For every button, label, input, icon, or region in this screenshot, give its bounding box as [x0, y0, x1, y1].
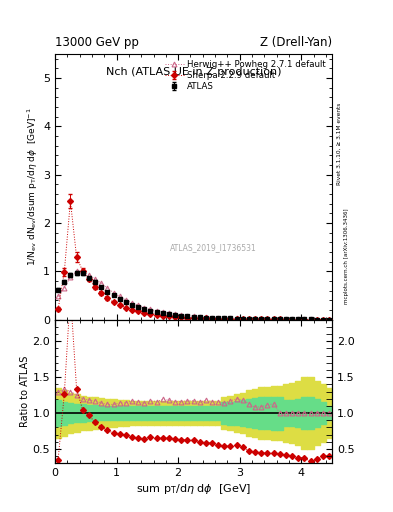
Herwig++ Powheg 2.7.1 default	[68, 274, 73, 280]
Herwig++ Powheg 2.7.1 default	[160, 309, 165, 315]
Herwig++ Powheg 2.7.1 default	[56, 293, 61, 300]
Herwig++ Powheg 2.7.1 default	[314, 316, 319, 323]
Y-axis label: 1/N$_{\mathrm{ev}}$ dN$_{\mathrm{ev}}$/dsum p$_{\mathrm{T}}$/d$\eta$ d$\phi$  [G: 1/N$_{\mathrm{ev}}$ dN$_{\mathrm{ev}}$/d…	[26, 108, 40, 266]
Herwig++ Powheg 2.7.1 default	[81, 268, 85, 274]
Herwig++ Powheg 2.7.1 default	[253, 316, 257, 322]
Herwig++ Powheg 2.7.1 default	[167, 310, 171, 316]
Text: Rivet 3.1.10, ≥ 3.1M events: Rivet 3.1.10, ≥ 3.1M events	[337, 102, 342, 184]
Herwig++ Powheg 2.7.1 default	[210, 314, 215, 321]
Y-axis label: Ratio to ATLAS: Ratio to ATLAS	[20, 356, 29, 427]
Herwig++ Powheg 2.7.1 default	[247, 316, 252, 322]
Text: mcplots.cern.ch [arXiv:1306.3436]: mcplots.cern.ch [arXiv:1306.3436]	[344, 208, 349, 304]
Herwig++ Powheg 2.7.1 default	[148, 306, 153, 312]
Herwig++ Powheg 2.7.1 default	[179, 312, 184, 318]
Herwig++ Powheg 2.7.1 default	[241, 315, 245, 322]
Herwig++ Powheg 2.7.1 default	[191, 313, 196, 319]
Herwig++ Powheg 2.7.1 default	[99, 280, 104, 286]
Herwig++ Powheg 2.7.1 default	[123, 297, 128, 303]
X-axis label: sum p$_{\mathrm{T}}$/d$\eta$ d$\phi$  [GeV]: sum p$_{\mathrm{T}}$/d$\eta$ d$\phi$ [Ge…	[136, 482, 251, 497]
Herwig++ Powheg 2.7.1 default	[308, 316, 313, 323]
Line: Herwig++ Powheg 2.7.1 default: Herwig++ Powheg 2.7.1 default	[56, 269, 331, 322]
Herwig++ Powheg 2.7.1 default	[271, 316, 276, 322]
Herwig++ Powheg 2.7.1 default	[296, 316, 301, 323]
Herwig++ Powheg 2.7.1 default	[277, 316, 282, 323]
Herwig++ Powheg 2.7.1 default	[105, 285, 110, 291]
Herwig++ Powheg 2.7.1 default	[142, 305, 147, 311]
Herwig++ Powheg 2.7.1 default	[136, 302, 141, 308]
Herwig++ Powheg 2.7.1 default	[327, 316, 331, 323]
Herwig++ Powheg 2.7.1 default	[62, 285, 67, 291]
Herwig++ Powheg 2.7.1 default	[283, 316, 288, 323]
Herwig++ Powheg 2.7.1 default	[197, 314, 202, 320]
Herwig++ Powheg 2.7.1 default	[185, 313, 190, 319]
Herwig++ Powheg 2.7.1 default	[228, 315, 233, 322]
Text: ATLAS_2019_I1736531: ATLAS_2019_I1736531	[169, 243, 256, 252]
Herwig++ Powheg 2.7.1 default	[302, 316, 307, 323]
Herwig++ Powheg 2.7.1 default	[93, 276, 97, 282]
Herwig++ Powheg 2.7.1 default	[259, 316, 264, 322]
Herwig++ Powheg 2.7.1 default	[234, 315, 239, 322]
Text: Z (Drell-Yan): Z (Drell-Yan)	[260, 36, 332, 49]
Herwig++ Powheg 2.7.1 default	[216, 315, 220, 321]
Herwig++ Powheg 2.7.1 default	[86, 271, 91, 278]
Text: Nch (ATLAS UE in Z production): Nch (ATLAS UE in Z production)	[106, 67, 281, 77]
Herwig++ Powheg 2.7.1 default	[173, 311, 177, 317]
Herwig++ Powheg 2.7.1 default	[117, 293, 122, 300]
Herwig++ Powheg 2.7.1 default	[130, 300, 134, 306]
Herwig++ Powheg 2.7.1 default	[74, 268, 79, 274]
Herwig++ Powheg 2.7.1 default	[204, 314, 208, 320]
Herwig++ Powheg 2.7.1 default	[111, 289, 116, 295]
Herwig++ Powheg 2.7.1 default	[320, 316, 325, 323]
Herwig++ Powheg 2.7.1 default	[154, 308, 159, 314]
Herwig++ Powheg 2.7.1 default	[265, 316, 270, 322]
Text: 13000 GeV pp: 13000 GeV pp	[55, 36, 139, 49]
Legend: Herwig++ Powheg 2.7.1 default, Sherpa 2.2.9 default, ATLAS: Herwig++ Powheg 2.7.1 default, Sherpa 2.…	[162, 56, 329, 95]
Herwig++ Powheg 2.7.1 default	[290, 316, 294, 323]
Herwig++ Powheg 2.7.1 default	[222, 315, 227, 321]
